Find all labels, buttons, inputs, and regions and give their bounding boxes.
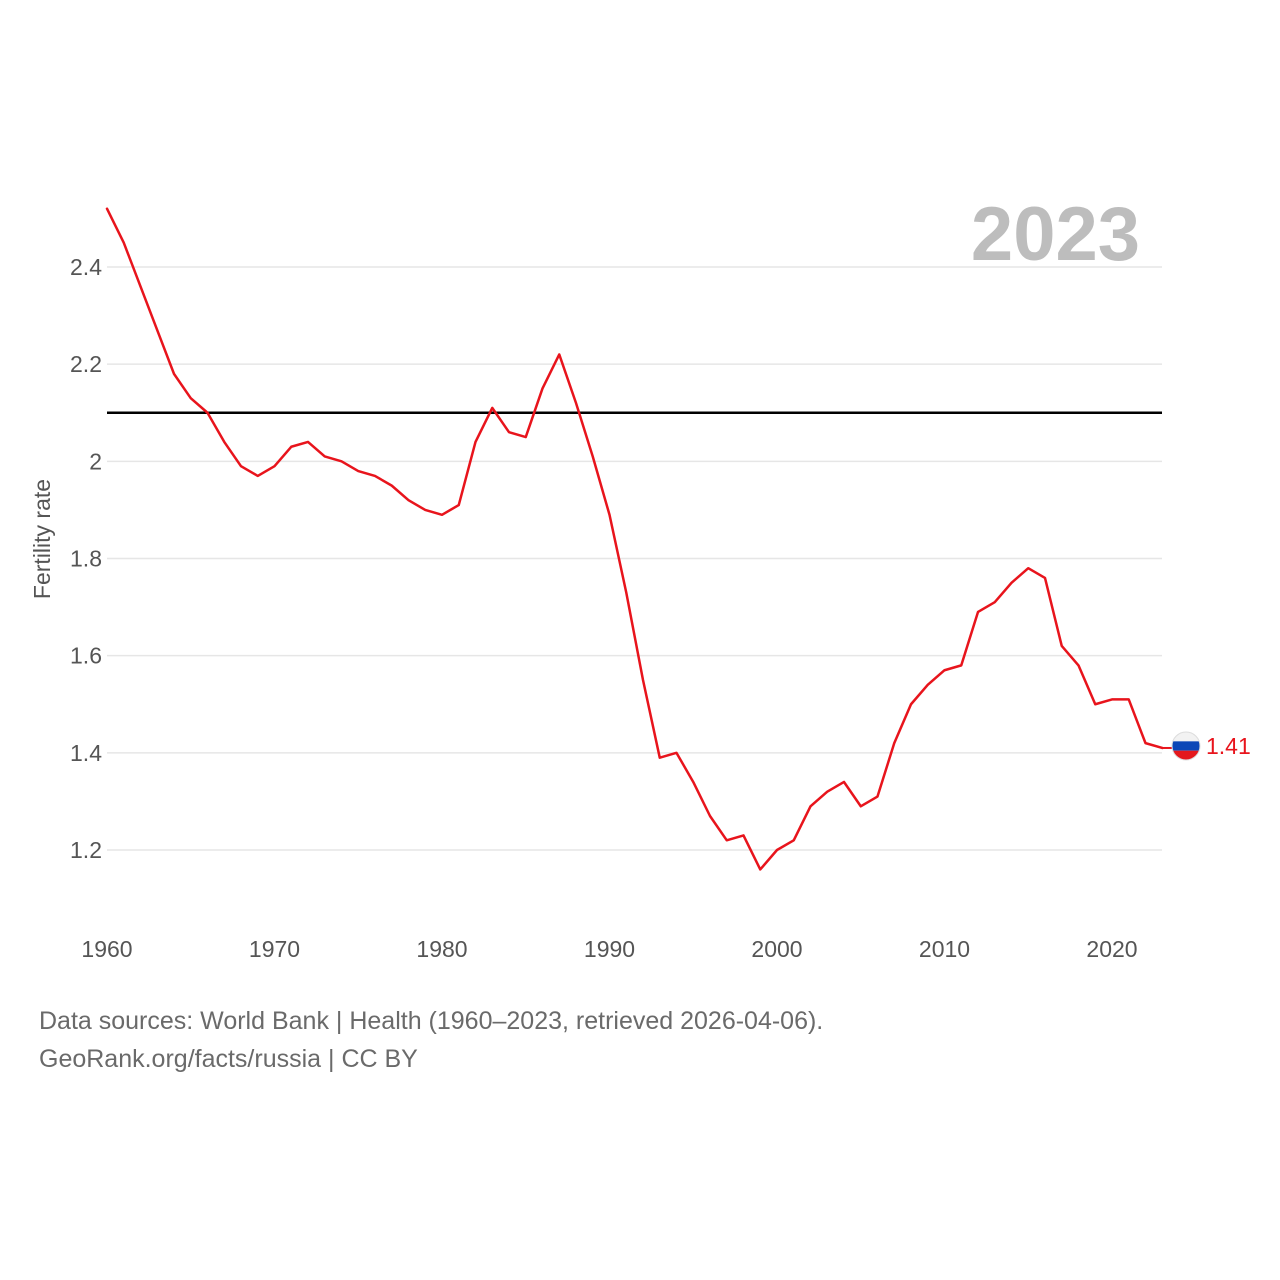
y-axis-ticks: 1.2 1.4 1.6 1.8 2 2.2 2.4 xyxy=(70,254,102,863)
chart-footer: Data sources: World Bank | Health (1960–… xyxy=(39,1002,823,1078)
data-point xyxy=(641,678,645,682)
data-point xyxy=(105,207,109,211)
fertility-rate-chart: 1.2 1.4 1.6 1.8 2 2.2 2.4 1960 1970 1980 1990 2000… xyxy=(29,192,1251,962)
data-point xyxy=(725,838,729,842)
data-point xyxy=(139,284,143,288)
data-point xyxy=(1026,566,1030,570)
data-point xyxy=(842,780,846,784)
data-point xyxy=(859,804,863,808)
series-group xyxy=(105,207,1164,871)
x-tick-label: 2000 xyxy=(751,936,802,962)
data-point xyxy=(943,668,947,672)
data-point xyxy=(407,498,411,502)
data-point xyxy=(959,663,963,667)
data-point xyxy=(976,610,980,614)
data-point xyxy=(825,790,829,794)
data-point xyxy=(289,445,293,449)
x-axis-ticks: 1960 1970 1980 1990 2000 2010 2020 xyxy=(81,936,1137,962)
grid-lines xyxy=(107,266,1162,851)
y-tick-label: 2 xyxy=(89,448,102,474)
data-point xyxy=(423,508,427,512)
data-point xyxy=(574,401,578,405)
year-label: 2023 xyxy=(971,192,1140,277)
data-point xyxy=(373,474,377,478)
y-tick-label: 1.8 xyxy=(70,546,102,572)
source-credit-link[interactable]: GeoRank.org/facts/russia | CC BY xyxy=(39,1045,418,1073)
data-point xyxy=(758,867,762,871)
data-point xyxy=(624,591,628,595)
data-point xyxy=(658,756,662,760)
data-point xyxy=(926,683,930,687)
series-line-russia xyxy=(105,207,1164,871)
data-point xyxy=(306,440,310,444)
data-point xyxy=(524,435,528,439)
x-tick-label: 2010 xyxy=(919,936,970,962)
data-point xyxy=(490,406,494,410)
y-axis-label: Fertility rate xyxy=(29,479,55,599)
data-point xyxy=(1093,702,1097,706)
data-point xyxy=(993,600,997,604)
end-value-label: 1.41 xyxy=(1206,733,1251,759)
data-point xyxy=(691,780,695,784)
data-point xyxy=(1077,663,1081,667)
x-tick-label: 1980 xyxy=(416,936,467,962)
data-point xyxy=(457,503,461,507)
data-sources-note: Data sources: World Bank | Health (1960–… xyxy=(39,1007,824,1035)
data-point xyxy=(541,386,545,390)
y-tick-label: 1.2 xyxy=(70,837,102,863)
data-point xyxy=(792,838,796,842)
data-point xyxy=(206,411,210,415)
y-tick-label: 1.4 xyxy=(70,740,102,766)
data-point xyxy=(273,464,277,468)
data-point xyxy=(340,459,344,463)
data-point xyxy=(1043,576,1047,580)
data-point xyxy=(222,440,226,444)
data-point xyxy=(591,454,595,458)
data-point xyxy=(1110,697,1114,701)
data-point xyxy=(155,328,159,332)
y-tick-label: 2.2 xyxy=(70,351,102,377)
data-point xyxy=(675,751,679,755)
data-point xyxy=(1010,581,1014,585)
data-point xyxy=(474,440,478,444)
russia-flag-icon xyxy=(1172,732,1200,760)
x-tick-label: 2020 xyxy=(1086,936,1137,962)
data-point xyxy=(742,833,746,837)
data-point xyxy=(809,804,813,808)
x-tick-label: 1990 xyxy=(584,936,635,962)
data-point xyxy=(1144,741,1148,745)
data-point xyxy=(390,484,394,488)
data-point xyxy=(440,513,444,517)
series-end-marker: 1.41 xyxy=(1162,731,1251,761)
y-tick-label: 2.4 xyxy=(70,254,102,280)
data-point xyxy=(122,241,126,245)
data-point xyxy=(172,372,176,376)
data-point xyxy=(1127,697,1131,701)
y-tick-label: 1.6 xyxy=(70,643,102,669)
data-point xyxy=(775,848,779,852)
x-tick-label: 1970 xyxy=(249,936,300,962)
data-point xyxy=(1060,644,1064,648)
data-point xyxy=(256,474,260,478)
x-tick-label: 1960 xyxy=(81,936,132,962)
data-point xyxy=(892,741,896,745)
data-point xyxy=(708,814,712,818)
data-point xyxy=(557,352,561,356)
data-point xyxy=(876,795,880,799)
data-point xyxy=(507,430,511,434)
data-point xyxy=(608,513,612,517)
data-point xyxy=(323,454,327,458)
data-point xyxy=(239,464,243,468)
data-point xyxy=(356,469,360,473)
data-point xyxy=(189,396,193,400)
data-point xyxy=(909,702,913,706)
